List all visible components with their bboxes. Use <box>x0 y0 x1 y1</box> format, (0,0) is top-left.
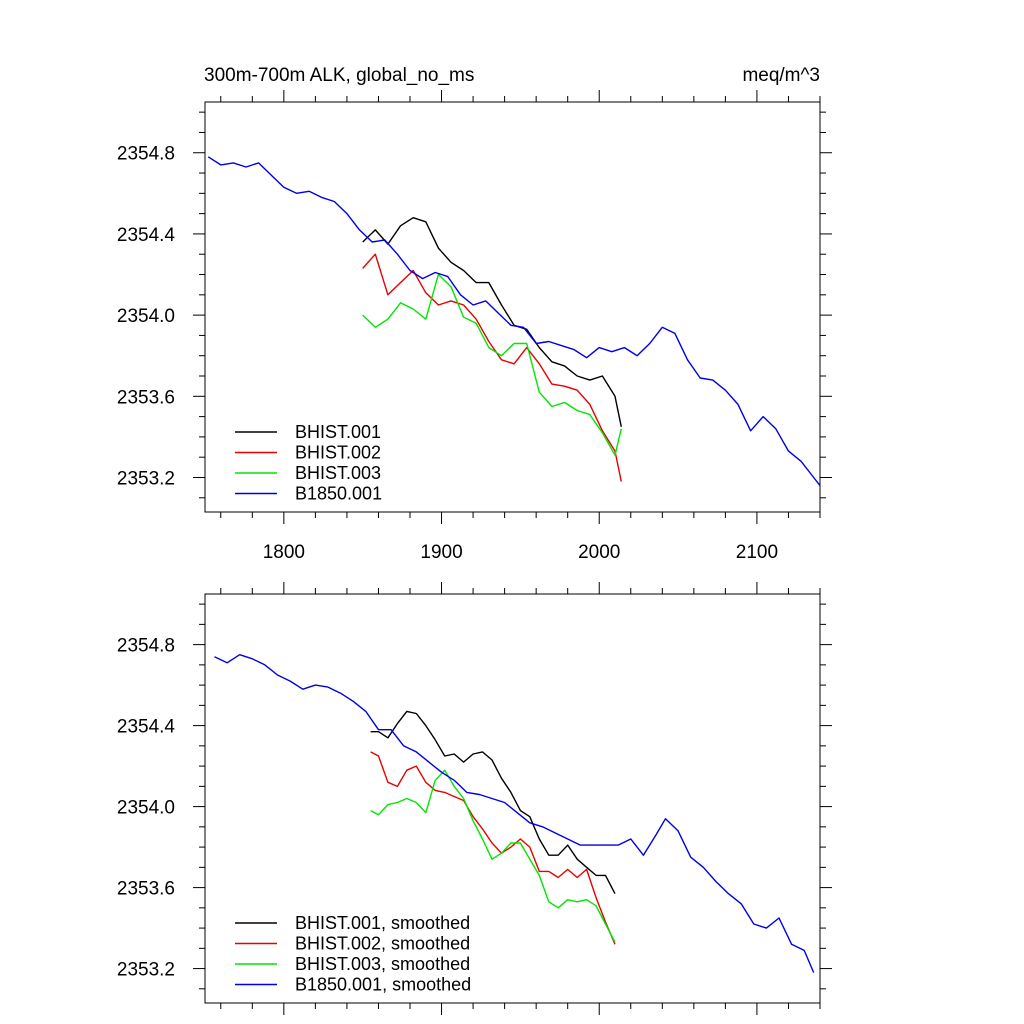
y-tick-label: 2353.6 <box>117 387 175 408</box>
legend-label: BHIST.001 <box>295 422 381 442</box>
series-line-bhist-003 <box>370 769 616 943</box>
y-tick-label: 2354.8 <box>117 636 175 657</box>
panel-smoothed: 2353.2 2353.6 2354.0 2354.4 2354.8 BHIST.001,… <box>117 582 832 1015</box>
series-line-b1850-001 <box>207 156 821 487</box>
x-tick-label: 2000 <box>578 542 620 563</box>
legend-label: BHIST.002 <box>295 443 381 463</box>
chart-units: meq/m^3 <box>742 65 820 86</box>
x-tick-label: 1900 <box>420 542 462 563</box>
plot-frame <box>204 101 821 513</box>
y-tick-label: 2353.6 <box>117 879 175 900</box>
y-tick-label: 2354.4 <box>117 717 176 738</box>
series-line-bhist-002 <box>370 751 616 945</box>
panel-raw: 2353.2 2353.6 2354.0 2354.4 2354.8 1800 1900 20… <box>117 90 832 563</box>
y-tick-label: 2354.0 <box>117 306 175 327</box>
plot-frame <box>204 593 821 1004</box>
series-line-bhist-001 <box>362 216 622 427</box>
legend-label: BHIST.001, smoothed <box>295 913 470 933</box>
y-tick-label: 2353.2 <box>117 468 175 489</box>
legend-label: BHIST.002, smoothed <box>295 934 470 954</box>
legend-label: B1850.001 <box>295 484 382 504</box>
series-line-bhist-001 <box>370 710 616 895</box>
y-tick-label: 2353.2 <box>117 960 175 981</box>
series-line-b1850-001 <box>214 654 815 973</box>
y-tick-label: 2354.4 <box>117 225 176 246</box>
legend-label: B1850.001, smoothed <box>295 975 471 995</box>
chart-title: 300m-700m ALK, global_no_ms <box>204 65 474 86</box>
series-line-bhist-002 <box>362 253 622 482</box>
y-tick-label: 2354.0 <box>117 798 175 819</box>
legend-label: BHIST.003 <box>295 463 381 483</box>
x-tick-label: 1800 <box>263 542 305 563</box>
legend-label: BHIST.003, smoothed <box>295 954 470 974</box>
series-line-bhist-003 <box>362 273 622 456</box>
x-tick-label: 2100 <box>736 542 778 563</box>
y-tick-label: 2354.8 <box>117 144 175 165</box>
